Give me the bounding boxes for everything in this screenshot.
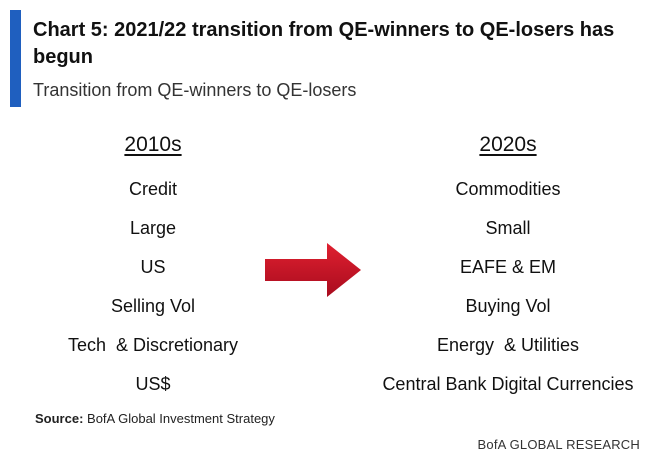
left-column-heading: 2010s	[124, 133, 182, 156]
list-item: Tech & Discretionary	[67, 335, 239, 355]
source-label: Source:	[35, 411, 84, 426]
list-item: US	[140, 257, 166, 277]
list-item: US$	[135, 374, 171, 394]
list-item: Commodities	[455, 179, 561, 199]
source-note: Source: BofA Global Investment Strategy	[35, 411, 275, 426]
title-accent-bar	[10, 10, 21, 107]
list-item: Selling Vol	[110, 296, 196, 316]
right-column-list: Commodities Small EAFE & EM Buying Vol E…	[370, 170, 646, 404]
list-item: Small	[485, 218, 531, 238]
list-item: Central Bank Digital Currencies	[382, 374, 634, 394]
left-column: 2010s Credit Large US Selling Vol Tech &…	[53, 130, 253, 404]
list-item: Buying Vol	[465, 296, 551, 316]
chart-title: Chart 5: 2021/22 transition from QE-winn…	[33, 19, 615, 68]
footer-brand: BofA GLOBAL RESEARCH	[477, 437, 640, 452]
list-item: Credit	[128, 179, 177, 199]
source-text: BofA Global Investment Strategy	[87, 411, 275, 426]
chart-subtitle: Transition from QE-winners to QE-losers	[33, 80, 357, 100]
right-column: 2020s Commodities Small EAFE & EM Buying…	[370, 130, 646, 404]
left-column-list: Credit Large US Selling Vol Tech & Discr…	[53, 170, 253, 404]
right-column-heading: 2020s	[479, 133, 537, 156]
list-item: Large	[129, 218, 177, 238]
right-arrow-icon	[265, 240, 365, 305]
list-item: EAFE & EM	[459, 257, 557, 277]
list-item: Energy & Utilities	[436, 335, 580, 355]
